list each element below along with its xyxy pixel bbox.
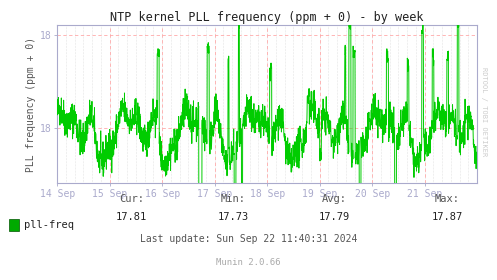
Text: Cur:: Cur: [119, 193, 144, 204]
Text: Min:: Min: [221, 193, 246, 204]
Text: 17.79: 17.79 [319, 212, 349, 222]
Text: Max:: Max: [435, 193, 460, 204]
Text: RDTOOL / TOBI OETIKER: RDTOOL / TOBI OETIKER [481, 67, 487, 157]
Text: pll-freq: pll-freq [24, 220, 74, 230]
Text: Last update: Sun Sep 22 11:40:31 2024: Last update: Sun Sep 22 11:40:31 2024 [140, 234, 357, 244]
Text: Munin 2.0.66: Munin 2.0.66 [216, 258, 281, 267]
Y-axis label: PLL frequency (ppm + 0): PLL frequency (ppm + 0) [26, 37, 36, 172]
Text: 17.73: 17.73 [218, 212, 249, 222]
Text: 17.87: 17.87 [432, 212, 463, 222]
Title: NTP kernel PLL frequency (ppm + 0) - by week: NTP kernel PLL frequency (ppm + 0) - by … [110, 11, 424, 24]
Text: Avg:: Avg: [322, 193, 346, 204]
Text: 17.81: 17.81 [116, 212, 147, 222]
